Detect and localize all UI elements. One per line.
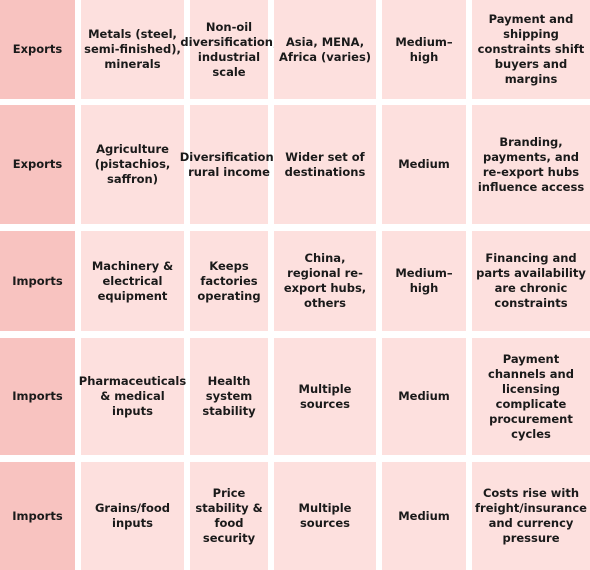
flow-cell: Imports [0,231,75,331]
destinations-cell: Multiple sources [274,338,376,455]
flow-cell: Imports [0,462,75,570]
table-row: Imports Machinery & electrical equipment… [0,231,590,331]
flow-cell: Exports [0,0,75,99]
table-row: Imports Grains/food inputs Price stabili… [0,462,590,570]
table-row: Imports Pharmaceuticals & medical inputs… [0,338,590,455]
notes-cell: Payment channels and licensing complicat… [472,338,590,455]
dependence-cell: Medium–high [382,231,466,331]
category-cell: Agriculture (pistachios, saffron) [81,105,184,224]
dependence-cell: Medium–high [382,0,466,99]
role-cell: Non-oil diversification; industrial scal… [180,0,278,99]
flow-cell: Exports [0,105,75,224]
category-cell: Machinery & electrical equipment [81,231,184,331]
destinations-cell: Multiple sources [274,462,376,570]
role-cell: Price stability & food security [190,462,268,570]
category-cell: Metals (steel, semi-finished), minerals [81,0,184,99]
role-cell: Keeps factories operating [190,231,268,331]
dependence-cell: Medium [382,338,466,455]
destinations-cell: Asia, MENA, Africa (varies) [274,0,376,99]
notes-cell: Branding, payments, and re-export hubs i… [472,105,590,224]
category-cell: Pharmaceuticals & medical inputs [79,338,186,455]
table-row: Exports Agriculture (pistachios, saffron… [0,105,590,224]
dependence-cell: Medium [382,462,466,570]
notes-cell: Costs rise with freight/insurance and cu… [472,462,590,570]
notes-cell: Financing and parts availability are chr… [472,231,590,331]
flow-cell: Imports [0,338,75,455]
role-cell: Diversification; rural income [180,105,278,224]
notes-cell: Payment and shipping constraints shift b… [472,0,590,99]
category-cell: Grains/food inputs [81,462,184,570]
table-row: Exports Metals (steel, semi-finished), m… [0,0,590,99]
dependence-cell: Medium [382,105,466,224]
role-cell: Health system stability [190,338,268,455]
destinations-cell: Wider set of destinations [274,105,376,224]
destinations-cell: China, regional re-export hubs, others [274,231,376,331]
